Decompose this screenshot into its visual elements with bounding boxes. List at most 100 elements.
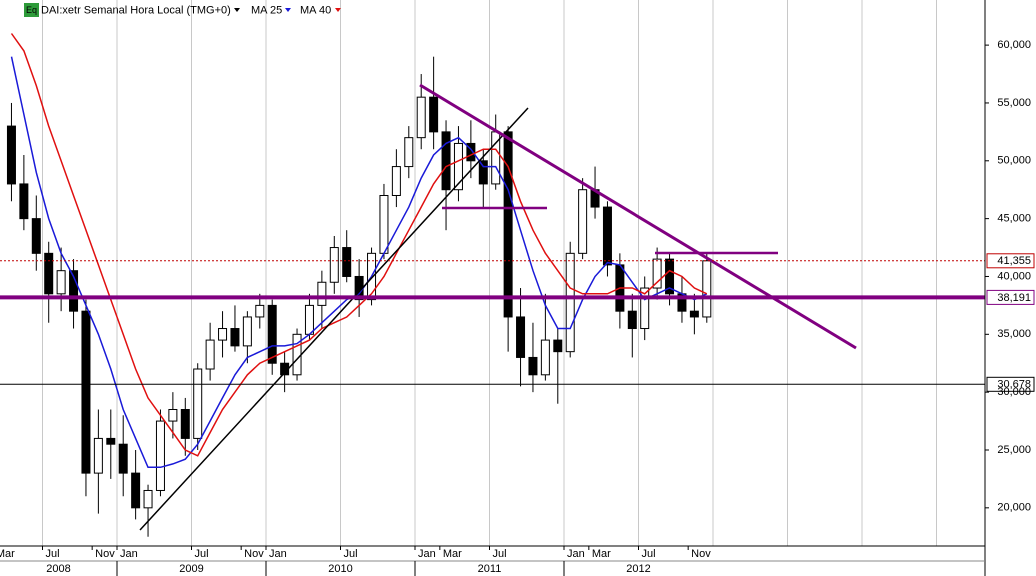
- candle-body: [106, 437, 116, 445]
- x-tick-label: Mar: [443, 548, 462, 560]
- candle-body: [6, 125, 16, 185]
- candle-body: [44, 252, 54, 295]
- trend-line: [419, 83, 857, 350]
- candle-body: [304, 304, 314, 335]
- candle-body: [230, 328, 240, 347]
- price-level-box: [986, 376, 1035, 392]
- candle-body: [689, 310, 699, 318]
- candle-body: [118, 443, 128, 474]
- candle-body: [478, 160, 488, 185]
- candle-body: [131, 472, 141, 509]
- candle-body: [205, 339, 215, 370]
- drawings: [139, 83, 857, 531]
- candle-body: [143, 489, 153, 509]
- candle-body: [292, 333, 302, 376]
- price-level-box: [986, 289, 1035, 305]
- candle-body: [81, 310, 91, 474]
- ma-line: [10, 56, 708, 469]
- candle-body: [640, 287, 650, 330]
- trend-line: [139, 107, 529, 531]
- price-level-label: 41,355: [997, 255, 1031, 267]
- candle-body: [441, 131, 451, 191]
- candle-body: [665, 258, 675, 295]
- y-tick-label: 55,000: [997, 97, 1031, 109]
- grid: [42, 0, 937, 546]
- candle-body: [155, 420, 165, 491]
- candle-body: [416, 96, 426, 139]
- ma-line: [10, 33, 708, 457]
- candle-body: [602, 206, 612, 266]
- x-tick-label: Jul: [642, 548, 656, 560]
- levels: 41,355 38,191 30,678: [0, 253, 1035, 392]
- candle-body: [466, 142, 476, 162]
- x-tick-label: Jul: [344, 548, 358, 560]
- candle-body: [56, 270, 66, 295]
- candle-body: [267, 304, 277, 364]
- chart-title: DAI:xetr Semanal Hora Local (TMG+0): [41, 4, 231, 16]
- candle-body: [342, 247, 352, 277]
- candle-body: [31, 218, 41, 254]
- candle-body: [69, 270, 79, 312]
- candle-body: [218, 328, 228, 341]
- candle-body: [379, 194, 389, 254]
- candle-body: [168, 409, 178, 422]
- candle-body: [553, 339, 563, 353]
- y-tick-label: 25,000: [997, 444, 1031, 456]
- y-tick-label: 50,000: [997, 155, 1031, 167]
- dropdown-arrow[interactable]: [234, 8, 240, 12]
- dropdown-arrow[interactable]: [285, 8, 291, 12]
- x-tick-label: Nov: [244, 548, 264, 560]
- year-label: 2010: [328, 563, 352, 575]
- year-label: 2011: [478, 563, 502, 575]
- candle-body: [528, 356, 538, 376]
- legend-entry[interactable]: MA 40: [300, 4, 331, 16]
- legend-entry[interactable]: MA 25: [251, 4, 282, 16]
- year-label: 2012: [626, 563, 650, 575]
- y-tick-label: 20,000: [997, 502, 1031, 514]
- y-tick-label: 40,000: [997, 270, 1031, 282]
- y-tick-label: 30,000: [997, 386, 1031, 398]
- y-tick-label: 60,000: [997, 39, 1031, 51]
- header: Eq DAI:xetr Semanal Hora Local (TMG+0) M…: [24, 3, 341, 17]
- candle-body: [652, 258, 662, 289]
- candle-body: [329, 247, 339, 283]
- year-label: 2009: [179, 563, 203, 575]
- candle-body: [242, 316, 252, 347]
- x-tick-label: Jan: [269, 548, 287, 560]
- plot-area: [6, 33, 712, 537]
- candle-body: [391, 166, 401, 196]
- x-tick-label: Jan: [418, 548, 436, 560]
- candle-body: [503, 131, 513, 318]
- candle-body: [255, 304, 265, 318]
- candle-body: [565, 252, 575, 353]
- candle-body: [429, 96, 439, 133]
- candle-body: [516, 316, 526, 358]
- x-tick-label: Jul: [46, 548, 60, 560]
- candle-body: [627, 310, 637, 330]
- candle-body: [540, 339, 550, 376]
- y-tick-label: 45,000: [997, 213, 1031, 225]
- x-tick-label: Nov: [691, 548, 711, 560]
- candle-body: [19, 183, 29, 220]
- candle-body: [193, 368, 203, 439]
- x-tick-label: Mar: [592, 548, 611, 560]
- candle-body: [93, 437, 103, 474]
- price-level-label: 38,191: [997, 292, 1031, 304]
- x-tick-label: Jul: [493, 548, 507, 560]
- x-tick-label: Nov: [95, 548, 115, 560]
- price-level-label: 30,678: [997, 379, 1031, 391]
- candle-body: [317, 281, 327, 306]
- candle-body: [404, 137, 414, 168]
- dropdown-arrow[interactable]: [335, 8, 341, 12]
- price-level-box: [986, 253, 1035, 269]
- year-label: 2008: [46, 563, 70, 575]
- x-tick-label: Mar: [0, 548, 15, 560]
- x-tick-label: Jan: [567, 548, 585, 560]
- badge-box: [24, 3, 39, 17]
- x-tick-label: Jul: [195, 548, 209, 560]
- candle-body: [453, 142, 463, 191]
